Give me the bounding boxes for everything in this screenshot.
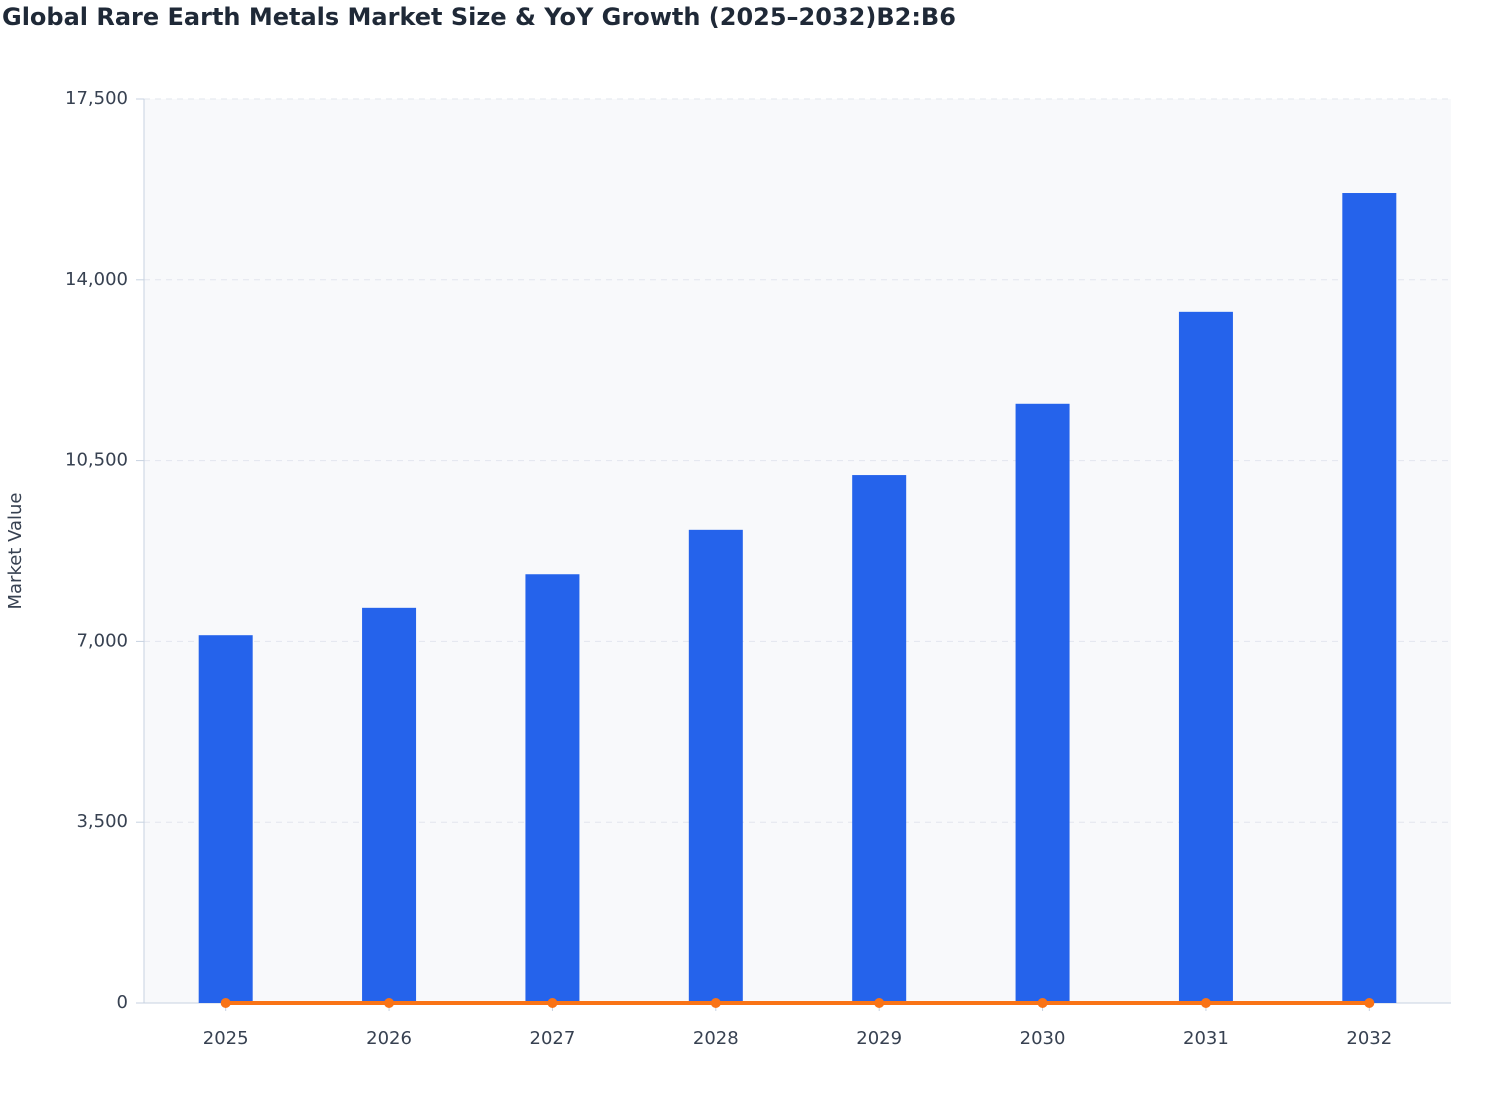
y-tick-label: 3,500 xyxy=(76,811,128,832)
x-tick-label: 2030 xyxy=(1020,1028,1066,1049)
bar xyxy=(362,607,417,1003)
plot-background xyxy=(144,99,1451,1003)
y-tick-label: 14,000 xyxy=(65,269,128,290)
x-tick-label: 2025 xyxy=(203,1028,249,1049)
y-tick-label: 7,000 xyxy=(76,630,128,651)
x-tick-label: 2027 xyxy=(530,1028,576,1049)
x-tick-label: 2028 xyxy=(693,1028,739,1049)
chart-title: Global Rare Earth Metals Market Size & Y… xyxy=(2,3,956,31)
x-tick-label: 2031 xyxy=(1183,1028,1229,1049)
y-tick-label: 17,500 xyxy=(65,88,128,109)
line-point xyxy=(220,998,231,1008)
x-tick-label: 2032 xyxy=(1346,1028,1392,1049)
line-point xyxy=(1200,998,1211,1008)
y-tick-label: 0 xyxy=(117,992,128,1013)
line-point xyxy=(710,998,721,1008)
bar xyxy=(1342,193,1397,1004)
line-point xyxy=(874,998,885,1008)
x-tick-label: 2029 xyxy=(856,1028,902,1049)
bar xyxy=(525,574,580,1003)
y-axis-label: Market Value xyxy=(5,492,26,609)
line-point xyxy=(1037,998,1048,1008)
bar xyxy=(852,475,907,1004)
bar xyxy=(688,529,743,1003)
bar xyxy=(198,635,253,1003)
bar xyxy=(1178,311,1233,1004)
y-tick-label: 10,500 xyxy=(65,450,128,471)
line-point xyxy=(1364,998,1375,1008)
bar xyxy=(1015,403,1070,1004)
x-tick-label: 2026 xyxy=(366,1028,412,1049)
line-point xyxy=(384,998,395,1008)
line-point xyxy=(547,998,558,1008)
